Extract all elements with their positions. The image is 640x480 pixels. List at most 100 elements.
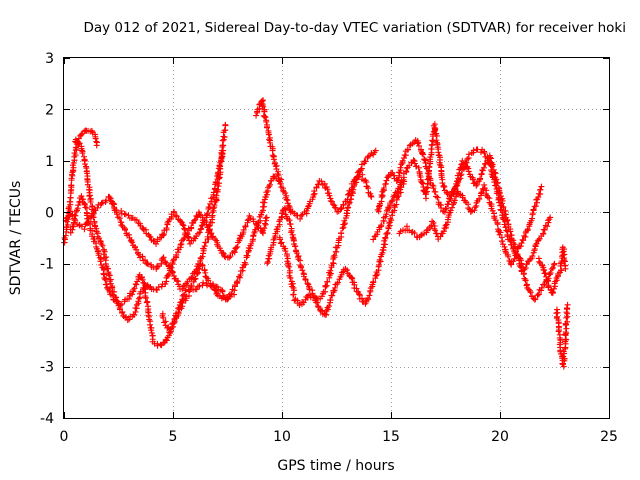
data-point xyxy=(489,207,496,214)
data-point xyxy=(210,189,217,196)
data-point xyxy=(497,190,504,197)
data-point xyxy=(281,205,288,212)
data-point xyxy=(564,301,571,308)
data-point xyxy=(178,241,185,248)
data-point xyxy=(326,274,333,281)
data-point xyxy=(403,168,410,175)
data-point xyxy=(92,135,99,142)
data-point xyxy=(395,177,402,184)
data-point xyxy=(348,274,355,281)
data-point xyxy=(131,285,138,292)
x-tick-label: 0 xyxy=(60,429,69,445)
data-point xyxy=(218,295,225,302)
data-point xyxy=(449,188,456,195)
data-point xyxy=(521,232,528,239)
data-point xyxy=(285,202,292,209)
data-point xyxy=(325,303,332,310)
data-point xyxy=(133,281,140,288)
data-point xyxy=(87,199,94,206)
data-point xyxy=(93,142,100,149)
data-point xyxy=(522,265,529,272)
data-point xyxy=(457,165,464,172)
data-point xyxy=(479,167,486,174)
data-point xyxy=(267,181,274,188)
data-point xyxy=(231,287,238,294)
data-point xyxy=(233,244,240,251)
data-point xyxy=(380,184,387,191)
data-point xyxy=(480,164,487,171)
data-point xyxy=(540,230,547,237)
data-point xyxy=(494,179,501,186)
data-point xyxy=(100,270,107,277)
data-point xyxy=(397,164,404,171)
data-point xyxy=(534,292,541,299)
data-point xyxy=(231,248,238,255)
data-point xyxy=(351,177,358,184)
data-point xyxy=(393,177,400,184)
data-point xyxy=(345,191,352,198)
data-point xyxy=(98,261,105,268)
data-point xyxy=(103,275,110,282)
data-point xyxy=(334,279,341,286)
data-point xyxy=(216,162,223,169)
data-point xyxy=(241,259,248,266)
data-point xyxy=(171,318,178,325)
data-point xyxy=(258,98,265,105)
data-point xyxy=(258,211,265,218)
y-axis-label: SDTVAR / TECUs xyxy=(8,181,24,296)
data-point xyxy=(434,194,441,201)
data-points xyxy=(61,97,571,370)
data-point xyxy=(390,193,397,200)
y-tick-label: 0 xyxy=(45,205,54,221)
y-tick-label: -4 xyxy=(40,411,54,427)
data-point xyxy=(219,137,226,144)
data-point xyxy=(69,223,76,230)
data-point xyxy=(146,233,153,240)
data-point xyxy=(142,257,149,264)
data-point xyxy=(439,180,446,187)
data-point xyxy=(215,169,222,176)
data-point xyxy=(309,290,316,297)
data-point xyxy=(122,226,129,233)
data-point xyxy=(205,277,212,284)
data-point xyxy=(394,188,401,195)
data-point xyxy=(68,182,75,189)
data-point xyxy=(75,135,82,142)
data-point xyxy=(560,348,567,355)
data-point xyxy=(179,221,186,228)
data-point xyxy=(298,264,305,271)
data-point xyxy=(142,294,149,301)
data-point xyxy=(330,201,337,208)
data-point xyxy=(387,215,394,222)
data-point xyxy=(210,205,217,212)
data-point xyxy=(104,284,111,291)
data-point xyxy=(97,237,104,244)
data-point xyxy=(263,214,270,221)
series-14 xyxy=(396,181,554,273)
data-point xyxy=(213,179,220,186)
data-point xyxy=(496,189,503,196)
data-point xyxy=(329,292,336,299)
data-point xyxy=(160,314,167,321)
data-point xyxy=(297,215,304,222)
data-point xyxy=(542,270,549,277)
data-point xyxy=(318,178,325,185)
data-point xyxy=(200,279,207,286)
data-point xyxy=(220,147,227,154)
data-point xyxy=(102,276,109,283)
x-tick-label: 10 xyxy=(273,429,291,445)
data-point xyxy=(298,212,305,219)
data-point xyxy=(368,193,375,200)
data-point xyxy=(299,267,306,274)
data-point xyxy=(129,239,136,246)
data-point xyxy=(148,327,155,334)
data-point xyxy=(327,297,334,304)
data-point xyxy=(171,209,178,216)
data-point xyxy=(72,212,79,219)
data-point xyxy=(199,253,206,260)
data-point xyxy=(481,181,488,188)
data-point xyxy=(169,269,176,276)
data-point xyxy=(219,288,226,295)
